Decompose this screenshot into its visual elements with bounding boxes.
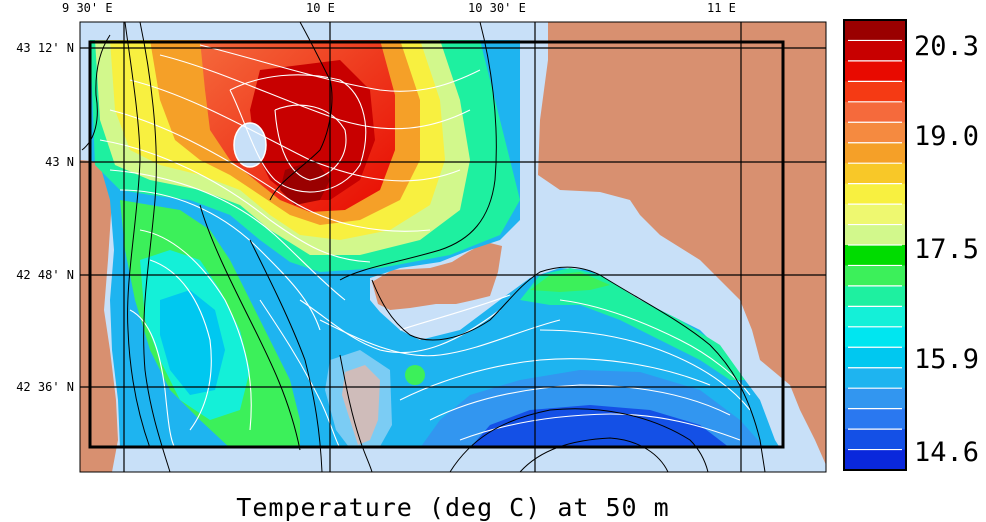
lon-tick-label: 9 30' E (62, 1, 113, 15)
map-caption: Temperature (deg C) at 50 m (236, 493, 669, 522)
isotherm-contours (99, 44, 751, 449)
green-coastal-band (520, 268, 745, 380)
colorbar-swatch (844, 163, 906, 185)
colorbar-label: 19.0 (914, 121, 979, 152)
colorbar-swatch (844, 122, 906, 144)
green-eddy (405, 365, 425, 385)
colorbar-swatch (844, 20, 906, 42)
colorbar-label: 20.3 (914, 31, 979, 62)
colorbar-swatch (844, 40, 906, 62)
colorbar-swatch (844, 388, 906, 410)
island-land (372, 242, 502, 310)
lon-tick-label: 11 E (707, 1, 736, 15)
colorbar-swatch (844, 204, 906, 226)
colorbar-swatch (844, 326, 906, 348)
colorbar-swatch (844, 306, 906, 328)
green-coastal-strip (530, 272, 610, 292)
colorbar-label: 15.9 (914, 344, 979, 375)
colorbar-label: 14.6 (914, 437, 979, 468)
colorbar-swatch (844, 101, 906, 123)
warm-core-red (250, 60, 375, 200)
colorbar-swatch (844, 245, 906, 267)
lat-tick-label: 42 36' N (16, 380, 74, 394)
lon-tick-label: 10 E (306, 1, 335, 15)
map-frame (79, 21, 827, 473)
lat-tick-label: 43 12' N (16, 41, 74, 55)
graticule-lines (80, 22, 826, 472)
colorbar-swatch (844, 285, 906, 307)
colorbar-frame (843, 19, 907, 471)
colorbar-swatch (844, 449, 906, 471)
lat-tick-label: 43 N (45, 155, 74, 169)
western-blue-tongue (160, 290, 225, 395)
islet-shelf (325, 350, 392, 455)
lon-tick-label: 10 30' E (468, 1, 526, 15)
colorbar-swatch (844, 347, 906, 369)
colorbar-swatch (844, 367, 906, 389)
colorbar-swatch (844, 81, 906, 103)
warm-core-darkred (280, 160, 330, 205)
model-domain-box (88, 40, 785, 449)
colorbar-swatch (844, 224, 906, 246)
colorbar-swatch (844, 265, 906, 287)
colorbar-swatch (844, 142, 906, 164)
colorbar-label: 17.5 (914, 234, 979, 265)
longitude-labels: 9 30' E 10 E 10 30' E 11 E (62, 1, 736, 15)
colorbar-swatch (844, 408, 906, 430)
colorbar: 20.3 19.0 17.5 15.9 14.6 (843, 19, 979, 471)
colorbar-swatches (844, 20, 906, 471)
colorbar-swatch (844, 183, 906, 205)
colorbar-swatch (844, 60, 906, 82)
lat-tick-label: 42 48' N (16, 268, 74, 282)
colorbar-swatch (844, 429, 906, 451)
bathymetry-contours (81, 22, 766, 472)
latitude-labels: 43 12' N 43 N 42 48' N 42 36' N (16, 41, 74, 394)
